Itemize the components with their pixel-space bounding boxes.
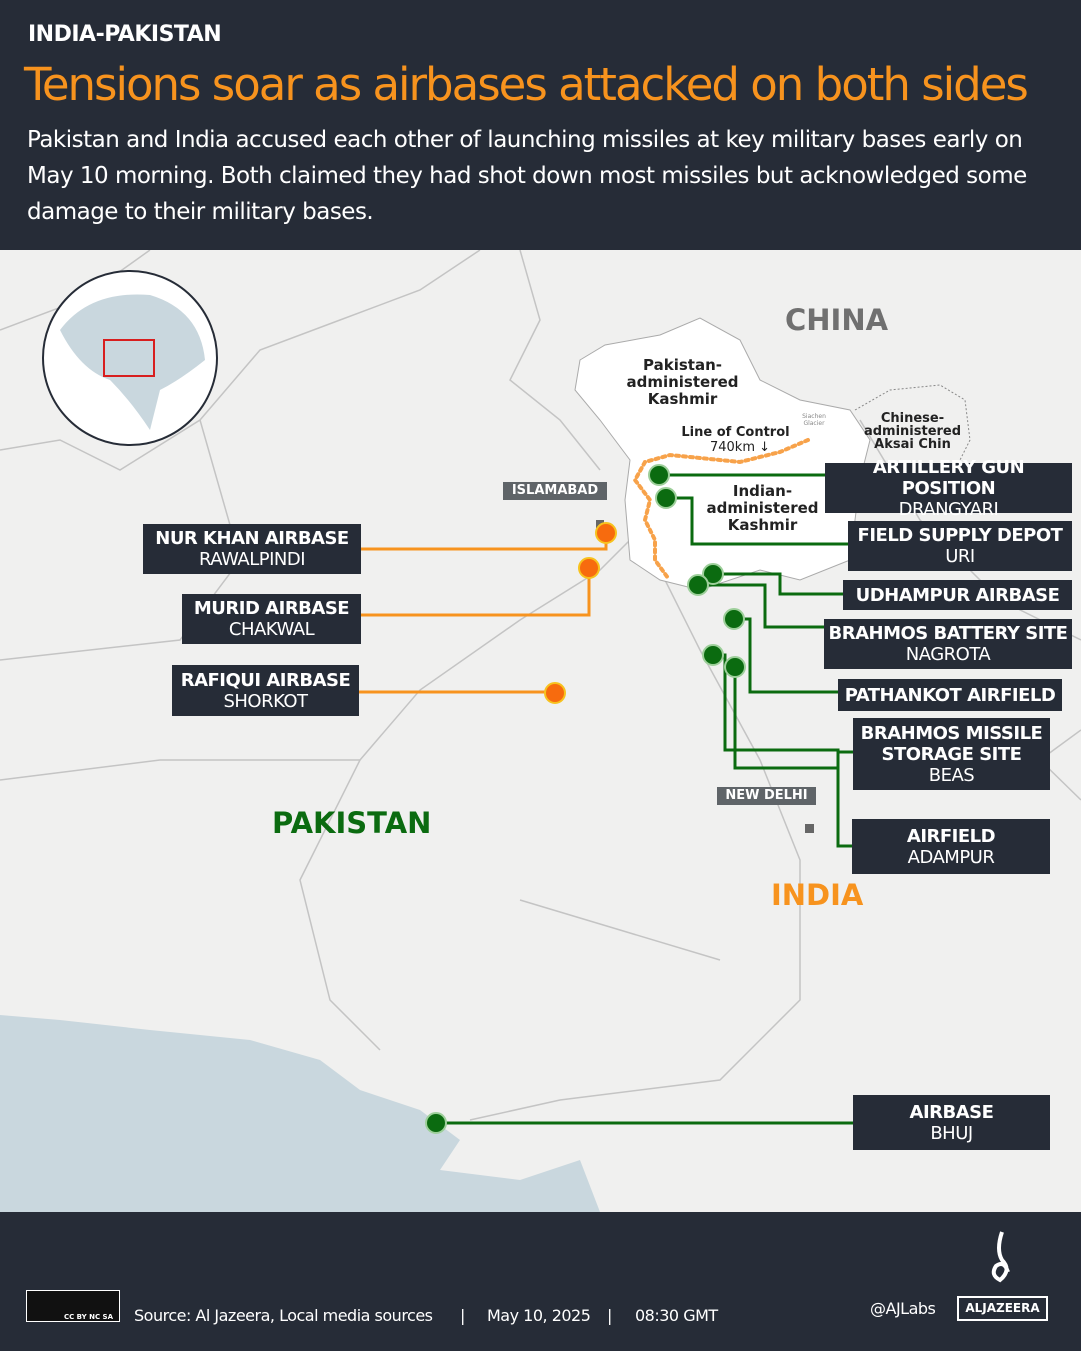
aljazeera-brand: ALJAZEERA — [957, 1296, 1048, 1321]
marker-murid — [578, 557, 600, 579]
marker-rafiqui — [544, 682, 566, 704]
site-label-pathankot: PATHANKOT AIRFIELD — [838, 679, 1062, 711]
marker-bhuj — [425, 1112, 447, 1134]
site-label-uri: FIELD SUPPLY DEPOT URI — [848, 521, 1072, 571]
connector-lines — [359, 473, 853, 1125]
new-delhi-marker — [805, 824, 814, 833]
marker-beas — [724, 656, 746, 678]
marker-drangyari — [648, 464, 670, 486]
footer: CC BY NC SA Source: Al Jazeera, Local me… — [0, 1212, 1081, 1351]
label-ind-kashmir: Indian- administered Kashmir — [706, 482, 819, 534]
site-label-nur-khan: NUR KHAN AIRBASE RAWALPINDI — [143, 524, 361, 574]
source-text: Source: Al Jazeera, Local media sources — [134, 1306, 433, 1325]
site-label-nagrota: BRAHMOS BATTERY SITE NAGROTA — [824, 619, 1072, 669]
marker-adampur — [702, 644, 724, 666]
kicker: INDIA-PAKISTAN — [28, 22, 222, 47]
handle-text: @AJLabs — [870, 1299, 936, 1318]
sea — [0, 1015, 600, 1212]
aksai-chin-border — [854, 384, 971, 461]
label-aksai-chin: Chinese- administered Aksai Chin — [863, 411, 962, 452]
label-china: CHINA — [785, 303, 889, 337]
label-pak-kashmir: Pakistan- administered Kashmir — [626, 356, 739, 408]
site-markers — [425, 464, 746, 1134]
time-text: 08:30 GMT — [635, 1306, 718, 1325]
separator: | — [460, 1306, 465, 1325]
cc-license-icon: CC BY NC SA — [26, 1290, 120, 1322]
site-label-drangyari: ARTILLERY GUN POSITION DRANGYARI — [825, 457, 1072, 520]
site-label-murid: MURID AIRBASE CHAKWAL — [182, 594, 361, 644]
date-text: May 10, 2025 — [487, 1306, 591, 1325]
site-label-bhuj: AIRBASE BHUJ — [853, 1095, 1050, 1150]
subtitle: Pakistan and India accused each other of… — [27, 127, 1027, 225]
aljazeera-logo-icon — [991, 1231, 1010, 1283]
label-new-delhi: NEW DELHI — [717, 787, 816, 805]
marker-uri — [655, 487, 677, 509]
label-pakistan: PAKISTAN — [272, 806, 432, 840]
site-label-rafiqui: RAFIQUI AIRBASE SHORKOT — [172, 665, 359, 716]
separator: | — [607, 1306, 612, 1325]
site-label-udhampur: UDHAMPUR AIRBASE — [843, 580, 1072, 610]
marker-nur-khan — [595, 522, 617, 544]
line-of-control — [632, 438, 810, 580]
marker-nagrota — [687, 574, 709, 596]
site-label-adampur: AIRFIELD ADAMPUR — [852, 819, 1050, 874]
header: INDIA-PAKISTAN Tensions soar as airbases… — [0, 0, 1081, 250]
label-loc: Line of Control — [681, 425, 790, 440]
label-islamabad: ISLAMABAD — [503, 482, 607, 500]
label-loc-length: 740km ↓ — [709, 440, 771, 455]
kashmir-region — [574, 317, 871, 591]
marker-udhampur — [702, 563, 724, 585]
marker-pathankot — [723, 608, 745, 630]
label-siachen: Siachen Glacier — [802, 413, 826, 427]
label-india: INDIA — [771, 878, 864, 912]
site-label-beas: BRAHMOS MISSILE STORAGE SITE BEAS — [853, 718, 1050, 790]
globe-inset — [42, 270, 218, 446]
region-highlight — [103, 339, 155, 377]
page-title: Tensions soar as airbases attacked on bo… — [24, 58, 1029, 111]
